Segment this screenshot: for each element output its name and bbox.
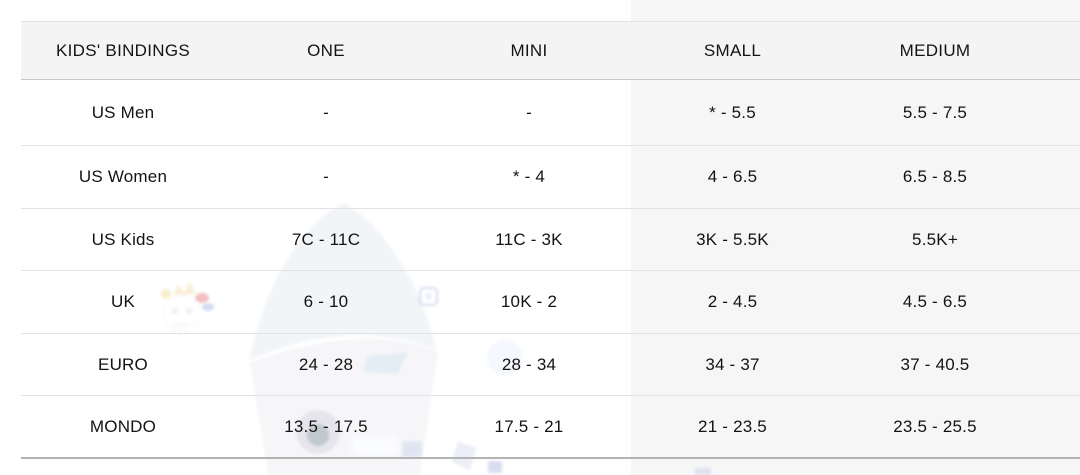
- row-label: UK: [110, 292, 136, 312]
- size-value-cell: -: [526, 103, 532, 122]
- size-value-cell: * - 4: [512, 167, 546, 187]
- size-value-cell: -: [323, 167, 329, 187]
- size-value-cell: 13.5 - 17.5: [284, 416, 368, 436]
- size-value-cell: 5.5 - 7.5: [902, 103, 968, 122]
- row-label: US Men: [91, 103, 155, 122]
- size-value-cell: 4 - 6.5: [707, 167, 758, 187]
- size-value-cell: 5.5K+: [912, 229, 958, 249]
- row-label: MONDO: [89, 416, 157, 436]
- size-value-cell: 11C - 3K: [495, 229, 563, 249]
- size-value-cell: 37 - 40.5: [900, 354, 970, 374]
- table-row-us-kids: US Kids 7C - 11C 11C - 3K 3K - 5.5K 5.5K…: [21, 209, 1080, 271]
- size-value-cell: 21 - 23.5: [698, 416, 767, 436]
- size-value-cell: 23.5 - 25.5: [893, 416, 977, 436]
- size-value-cell: 34 - 37: [705, 354, 760, 374]
- size-value-cell: 3K - 5.5K: [696, 229, 769, 249]
- size-value-cell: 2 - 4.5: [707, 292, 758, 312]
- size-value-cell: * - 5.5: [709, 103, 756, 122]
- size-value-cell: 28 - 34: [501, 354, 557, 374]
- size-value-cell: 6 - 10: [303, 292, 349, 312]
- table-row-us-men: US Men - - * - 5.5 5.5 - 7.5: [21, 80, 1080, 146]
- table-row-us-women: US Women - * - 4 4 - 6.5 6.5 - 8.5: [21, 146, 1080, 209]
- size-value-cell: 7C - 11C: [291, 229, 361, 249]
- column-header-small: SMALL: [703, 41, 762, 60]
- size-value-cell: 6.5 - 8.5: [902, 167, 968, 187]
- blue-confetti-fragment: [488, 461, 502, 473]
- column-header-one: ONE: [307, 41, 345, 60]
- column-header-medium: MEDIUM: [899, 41, 971, 60]
- kids-bindings-size-chart: KIDS' BINDINGS ONE MINI SMALL MEDIUM US …: [21, 21, 1080, 459]
- row-label: US Women: [78, 167, 168, 187]
- column-header-mini: MINI: [510, 41, 548, 60]
- size-value-cell: 17.5 - 21: [494, 416, 564, 436]
- table-header-row: KIDS' BINDINGS ONE MINI SMALL MEDIUM: [21, 21, 1080, 80]
- size-value-cell: -: [323, 103, 329, 122]
- table-row-euro: EURO 24 - 28 28 - 34 34 - 37 37 - 40.5: [21, 334, 1080, 396]
- row-label: EURO: [98, 354, 148, 374]
- table-row-mondo: MONDO 13.5 - 17.5 17.5 - 21 21 - 23.5 23…: [21, 396, 1080, 459]
- row-label: US Kids: [91, 229, 155, 249]
- table-row-uk: UK 6 - 10 10K - 2 2 - 4.5 4.5 - 6.5: [21, 271, 1080, 334]
- size-value-cell: 4.5 - 6.5: [902, 292, 968, 312]
- size-value-cell: 24 - 28: [298, 354, 354, 374]
- column-header-kids-bindings: KIDS' BINDINGS: [55, 41, 191, 60]
- size-value-cell: 10K - 2: [500, 292, 558, 312]
